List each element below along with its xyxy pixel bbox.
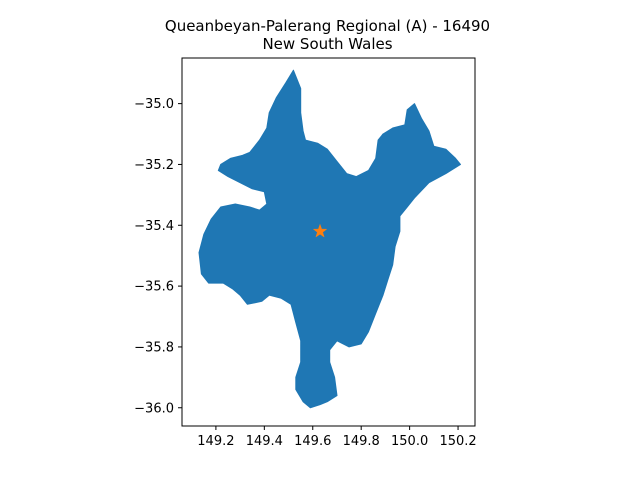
y-tick-label: −35.6 [134, 280, 174, 295]
map-subtitle: New South Wales [262, 35, 393, 53]
x-axis: 149.2 149.4 149.6 149.8 150.0 150.2 [197, 426, 477, 449]
x-tick-label: 150.2 [439, 434, 476, 449]
y-tick-label: −35.0 [134, 97, 174, 112]
marker-layer [312, 223, 328, 238]
x-tick-label: 149.2 [197, 434, 234, 449]
y-tick-label: −36.0 [134, 401, 174, 416]
x-tick-label: 149.6 [294, 434, 331, 449]
region-layer [198, 69, 461, 409]
map-title: Queanbeyan-Palerang Regional (A) - 16490 [164, 17, 491, 35]
centroid-star-marker [312, 223, 328, 238]
x-tick-label: 150.0 [391, 434, 428, 449]
region-polygon [198, 69, 461, 409]
x-tick-label: 149.4 [246, 434, 283, 449]
y-tick-label: −35.8 [134, 340, 174, 355]
y-tick-label: −35.2 [134, 158, 174, 173]
y-tick-label: −35.4 [134, 219, 174, 234]
y-axis: −35.0 −35.2 −35.4 −35.6 −35.8 −36.0 [134, 97, 182, 416]
x-tick-label: 149.8 [343, 434, 380, 449]
axes-frame [181, 57, 476, 427]
